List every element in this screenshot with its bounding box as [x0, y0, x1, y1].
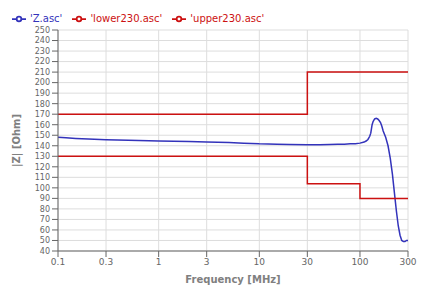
svg-text:100: 100: [351, 257, 368, 267]
svg-text:150: 150: [35, 131, 50, 140]
svg-text:70: 70: [40, 215, 50, 224]
svg-text:210: 210: [35, 68, 50, 77]
svg-text:170: 170: [35, 110, 50, 119]
svg-text:160: 160: [35, 121, 50, 130]
svg-text:250: 250: [35, 26, 50, 35]
svg-text:60: 60: [40, 226, 50, 235]
svg-text:190: 190: [35, 89, 50, 98]
svg-text:40: 40: [40, 247, 50, 256]
svg-text:50: 50: [40, 236, 50, 245]
html-text:'upper230.asc': 'upper230.asc': [190, 13, 265, 24]
svg-text:240: 240: [35, 36, 50, 45]
svg-text:90: 90: [40, 194, 50, 203]
svg-text:|Z| [Ohm]: |Z| [Ohm]: [11, 114, 23, 167]
svg-text:0.1: 0.1: [51, 257, 65, 267]
svg-text:180: 180: [35, 100, 50, 109]
svg-text:200: 200: [35, 78, 50, 87]
svg-text:220: 220: [35, 57, 50, 66]
svg-text:3: 3: [204, 257, 210, 267]
html-text:'lower230.asc': 'lower230.asc': [90, 13, 163, 24]
svg-text:100: 100: [35, 184, 50, 193]
svg-text:120: 120: [35, 163, 50, 172]
svg-text:80: 80: [40, 205, 50, 214]
html-text:'Z.asc': 'Z.asc': [30, 13, 63, 24]
svg-text:1: 1: [156, 257, 162, 267]
svg-text:140: 140: [35, 142, 50, 151]
svg-text:300: 300: [399, 257, 416, 267]
svg-text:130: 130: [35, 152, 50, 161]
svg-text:0.3: 0.3: [99, 257, 113, 267]
svg-text:110: 110: [35, 173, 50, 182]
svg-text:30: 30: [302, 257, 314, 267]
svg-text:Frequency [MHz]: Frequency [MHz]: [185, 274, 280, 285]
svg-text:10: 10: [254, 257, 266, 267]
svg-text:230: 230: [35, 47, 50, 56]
